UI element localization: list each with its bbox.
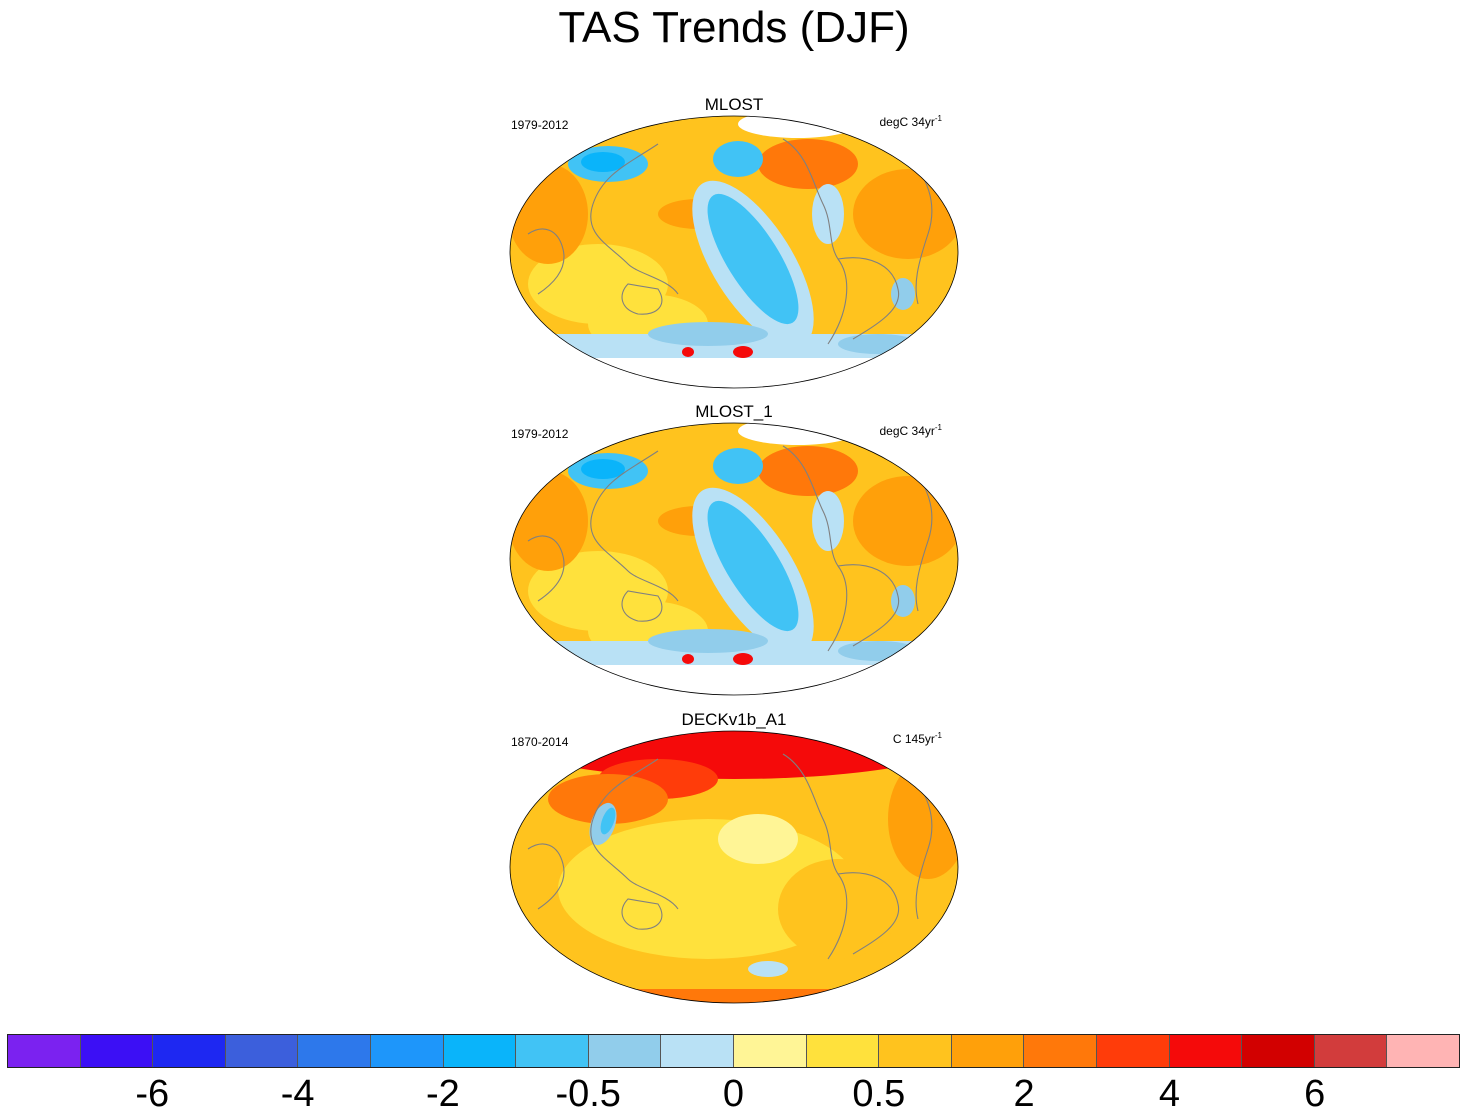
colorbar-tick-label: -0.5	[555, 1073, 621, 1115]
colorbar-box	[1024, 1035, 1097, 1067]
colorbar-box	[733, 1035, 807, 1067]
colorbar-tick-label: 2	[1013, 1073, 1035, 1115]
panel-title: MLOST	[704, 95, 764, 114]
colorbar-box	[370, 1035, 444, 1067]
colorbar-box	[806, 1035, 880, 1067]
colorbar-labels: -6 -4 -2 -0.5 0 0.5 2 4 6	[0, 1072, 1468, 1116]
colorbar	[7, 1034, 1460, 1068]
panel-title: MLOST_1	[695, 402, 773, 421]
panel-units: degC 34yr-1	[879, 114, 943, 130]
panel-period: 1870-2014	[511, 735, 569, 749]
colorbar-box	[1096, 1035, 1170, 1067]
colorbar-tick-label: 0.5	[852, 1073, 906, 1115]
colorbar-box	[153, 1035, 226, 1067]
colorbar-tick-label: -2	[425, 1073, 460, 1115]
colorbar-tick-label: 6	[1304, 1073, 1326, 1115]
colorbar-box	[588, 1035, 662, 1067]
colorbar-tick-label: -4	[280, 1073, 315, 1115]
colorbar-box	[225, 1035, 299, 1067]
colorbar-box	[1314, 1035, 1388, 1067]
colorbar-box	[1169, 1035, 1243, 1067]
colorbar-tick-label: -6	[135, 1073, 170, 1115]
map-panel-mlost-1: MLOST_1 1979-2012 degC 34yr-1	[508, 401, 960, 701]
panel-period: 1979-2012	[511, 427, 569, 441]
colorbar-box	[516, 1035, 589, 1067]
colorbar-box	[80, 1035, 154, 1067]
colorbar-box	[443, 1035, 517, 1067]
figure-title: TAS Trends (DJF)	[558, 3, 910, 52]
panel-units: degC 34yr-1	[879, 423, 943, 439]
colorbar-box	[661, 1035, 734, 1067]
colorbar-box	[1387, 1035, 1459, 1067]
map-panel-deckv1b-a1: DECKv1b_A1 1870-2014 C 145yr-1	[508, 709, 960, 1009]
trend-map	[509, 115, 959, 389]
map-panel-mlost: MLOST 1979-2012 degC 34yr-1	[508, 94, 960, 394]
colorbar-box	[8, 1035, 81, 1067]
colorbar-tick-label: 0	[722, 1073, 745, 1115]
panel-units: C 145yr-1	[892, 731, 942, 747]
trend-map	[509, 422, 959, 696]
trend-map	[509, 730, 959, 1004]
colorbar-box	[951, 1035, 1025, 1067]
panel-title: DECKv1b_A1	[681, 710, 787, 729]
panel-period: 1979-2012	[511, 118, 569, 132]
colorbar-tick-label: 4	[1158, 1073, 1180, 1115]
colorbar-box	[298, 1035, 371, 1067]
colorbar-box	[879, 1035, 952, 1067]
colorbar-box	[1242, 1035, 1315, 1067]
